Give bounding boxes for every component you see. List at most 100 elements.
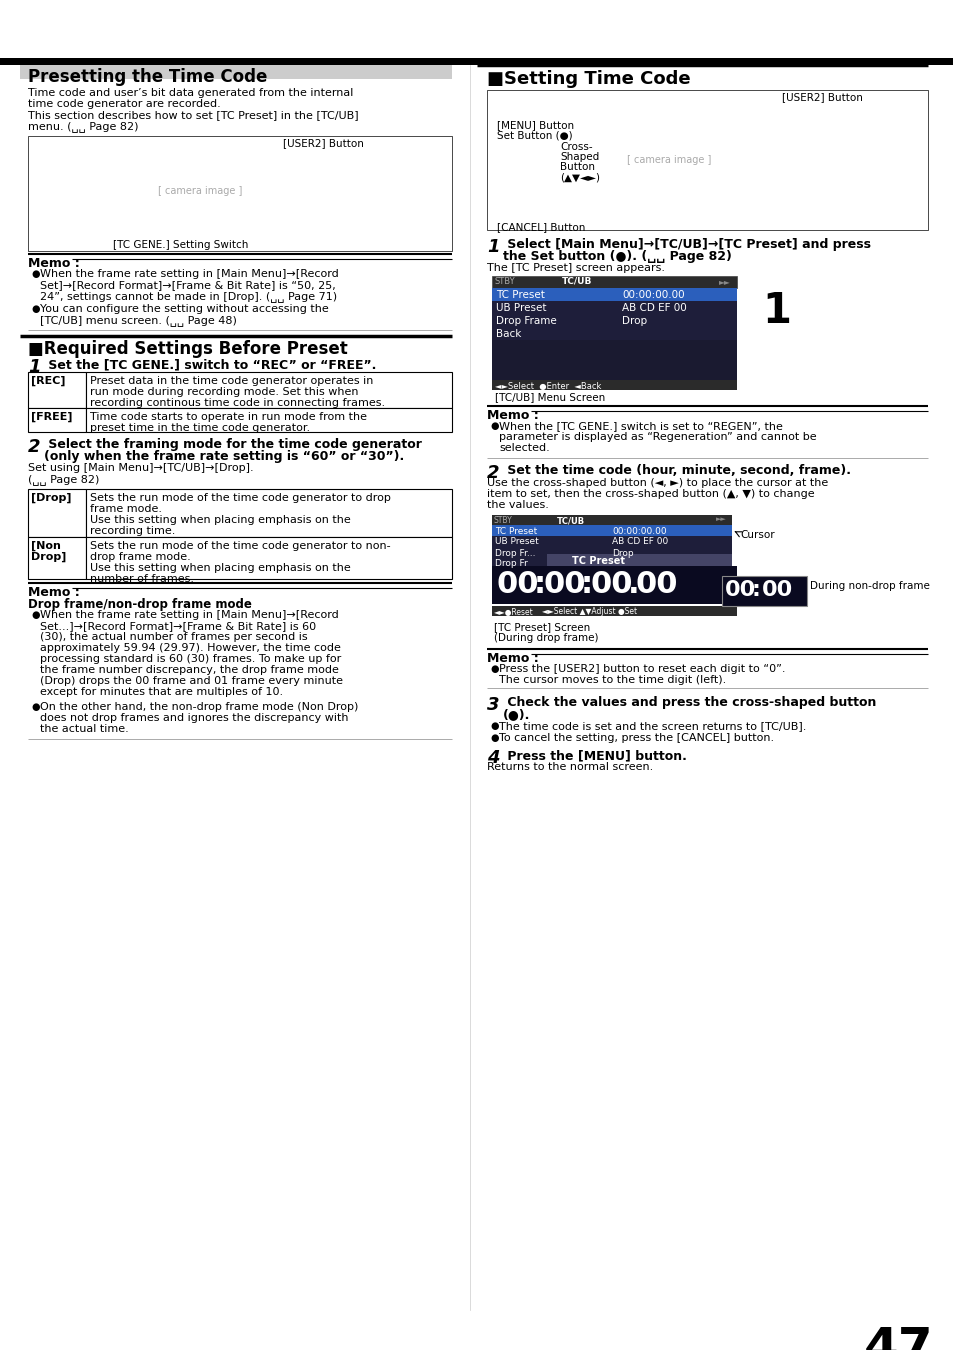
Text: Drop frame/non-drop frame mode: Drop frame/non-drop frame mode <box>28 598 252 612</box>
Text: UB Preset: UB Preset <box>495 537 538 547</box>
Text: Drop Frame: Drop Frame <box>496 316 557 325</box>
Bar <box>492 350 737 360</box>
Text: Preset data in the time code generator operates in: Preset data in the time code generator o… <box>90 377 373 386</box>
Text: Memo :: Memo : <box>486 652 538 666</box>
Text: TC Preset: TC Preset <box>495 526 537 536</box>
Bar <box>492 340 737 350</box>
Text: Drop Fr...: Drop Fr... <box>495 548 535 558</box>
Text: 00: 00 <box>761 580 792 599</box>
Text: Set...]→[Record Format]→[Frame & Bit Rate] is 60: Set...]→[Record Format]→[Frame & Bit Rat… <box>40 621 315 630</box>
Text: TC Preset: TC Preset <box>572 555 624 566</box>
Text: UB Preset: UB Preset <box>496 302 546 313</box>
Text: ►►: ►► <box>716 516 726 522</box>
Text: [USER2] Button: [USER2] Button <box>283 138 363 148</box>
Text: except for minutes that are multiples of 10.: except for minutes that are multiples of… <box>40 687 283 697</box>
Bar <box>492 566 737 603</box>
Text: Drop]: Drop] <box>30 552 67 562</box>
Text: 00: 00 <box>497 570 539 599</box>
Text: ■Setting Time Code: ■Setting Time Code <box>486 70 690 88</box>
Text: When the [TC GENE.] switch is set to “REGEN”, the: When the [TC GENE.] switch is set to “RE… <box>498 421 782 431</box>
Text: TC Preset: TC Preset <box>496 290 544 300</box>
Bar <box>492 558 731 568</box>
Text: When the frame rate setting in [Main Menu]→[Record: When the frame rate setting in [Main Men… <box>40 269 338 279</box>
Text: (Drop) drops the 00 frame and 01 frame every minute: (Drop) drops the 00 frame and 01 frame e… <box>40 676 343 686</box>
Text: Select the framing mode for the time code generator: Select the framing mode for the time cod… <box>44 437 421 451</box>
Text: [ camera image ]: [ camera image ] <box>626 155 711 165</box>
Text: the Set button (●). (␣␣ Page 82): the Set button (●). (␣␣ Page 82) <box>502 250 731 263</box>
Text: This section describes how to set [TC Preset] in the [TC/UB]: This section describes how to set [TC Pr… <box>28 109 358 120</box>
Text: Set using [Main Menu]→[TC/UB]→[Drop].: Set using [Main Menu]→[TC/UB]→[Drop]. <box>28 463 253 472</box>
Text: 4: 4 <box>486 749 499 767</box>
Text: Sets the run mode of the time code generator to drop: Sets the run mode of the time code gener… <box>90 493 391 504</box>
Text: The [TC Preset] screen appears.: The [TC Preset] screen appears. <box>486 263 664 273</box>
Text: 00: 00 <box>590 570 633 599</box>
Text: Shaped: Shaped <box>559 153 598 162</box>
Text: item to set, then the cross-shaped button (▲, ▼) to change: item to set, then the cross-shaped butto… <box>486 489 814 500</box>
Text: ●: ● <box>30 304 39 315</box>
Bar <box>28 408 86 432</box>
Bar <box>492 370 737 379</box>
Bar <box>492 360 737 370</box>
Text: [USER2] Button: [USER2] Button <box>781 92 862 103</box>
Bar <box>492 275 737 288</box>
Bar <box>492 301 737 315</box>
Text: drop frame mode.: drop frame mode. <box>90 552 191 562</box>
Text: AB CD EF 00: AB CD EF 00 <box>621 302 686 313</box>
Text: On the other hand, the non-drop frame mode (Non Drop): On the other hand, the non-drop frame mo… <box>40 702 358 711</box>
Text: :: : <box>580 570 593 599</box>
Text: [CANCEL] Button: [CANCEL] Button <box>497 221 585 232</box>
Bar <box>28 489 86 537</box>
Text: Use the cross-shaped button (◄, ►) to place the cursor at the: Use the cross-shaped button (◄, ►) to pl… <box>486 478 827 487</box>
Text: 1: 1 <box>486 238 499 256</box>
Text: The time code is set and the screen returns to [TC/UB].: The time code is set and the screen retu… <box>498 721 805 730</box>
Text: recording time.: recording time. <box>90 526 175 536</box>
Text: [TC GENE.] Setting Switch: [TC GENE.] Setting Switch <box>112 240 248 250</box>
Text: ●: ● <box>490 421 498 431</box>
Text: TC/UB: TC/UB <box>557 516 584 525</box>
Text: 1: 1 <box>28 358 40 377</box>
Text: :: : <box>751 580 760 599</box>
Text: [TC Preset] Screen: [TC Preset] Screen <box>494 622 590 632</box>
Text: Button: Button <box>559 162 595 171</box>
Text: Drop Fr: Drop Fr <box>495 559 527 568</box>
Bar <box>492 547 731 558</box>
Text: :: : <box>534 570 545 599</box>
Text: Time code starts to operate in run mode from the: Time code starts to operate in run mode … <box>90 412 367 423</box>
Text: parameter is displayed as “Regeneration” and cannot be: parameter is displayed as “Regeneration”… <box>498 432 816 441</box>
Text: Check the values and press the cross-shaped button: Check the values and press the cross-sha… <box>502 697 876 709</box>
Text: 2: 2 <box>28 437 40 456</box>
Bar <box>492 514 731 525</box>
Text: Set]→[Record Format]→[Frame & Bit Rate] is “50, 25,: Set]→[Record Format]→[Frame & Bit Rate] … <box>40 279 335 290</box>
Text: Set Button (●): Set Button (●) <box>497 131 572 140</box>
Text: STBY: STBY <box>494 516 512 525</box>
Text: the actual time.: the actual time. <box>40 724 129 734</box>
Text: You can configure the setting without accessing the: You can configure the setting without ac… <box>40 304 329 315</box>
Text: Drop: Drop <box>612 548 633 558</box>
Text: number of frames.: number of frames. <box>90 574 193 585</box>
Bar <box>721 576 806 606</box>
Text: When the frame rate setting in [Main Menu]→[Record: When the frame rate setting in [Main Men… <box>40 610 338 620</box>
Bar <box>492 379 737 390</box>
Text: Drop: Drop <box>621 316 646 325</box>
Bar <box>492 536 731 547</box>
Text: Set the [TC GENE.] switch to “REC” or “FREE”.: Set the [TC GENE.] switch to “REC” or “F… <box>44 358 376 371</box>
Bar <box>492 288 737 301</box>
Bar <box>86 489 452 537</box>
Text: Cross-: Cross- <box>559 142 592 153</box>
Text: Press the [USER2] button to reset each digit to “0”.: Press the [USER2] button to reset each d… <box>498 664 784 674</box>
Text: Presetting the Time Code: Presetting the Time Code <box>28 68 267 86</box>
Bar <box>86 537 452 579</box>
Text: 00: 00 <box>543 570 586 599</box>
Text: ►►: ►► <box>719 277 730 286</box>
Text: [ camera image ]: [ camera image ] <box>158 186 242 196</box>
Bar <box>20 65 452 80</box>
Text: ◄►●Reset: ◄►●Reset <box>494 608 533 617</box>
Text: the values.: the values. <box>486 500 548 510</box>
Text: 47: 47 <box>863 1324 933 1350</box>
Bar <box>86 373 452 408</box>
Text: [FREE]: [FREE] <box>30 412 72 423</box>
Text: 00:00:00.00: 00:00:00.00 <box>612 526 666 536</box>
Text: 00:00:00.00: 00:00:00.00 <box>621 290 684 300</box>
Text: preset time in the time code generator.: preset time in the time code generator. <box>90 423 310 433</box>
Text: [Drop]: [Drop] <box>30 493 71 504</box>
